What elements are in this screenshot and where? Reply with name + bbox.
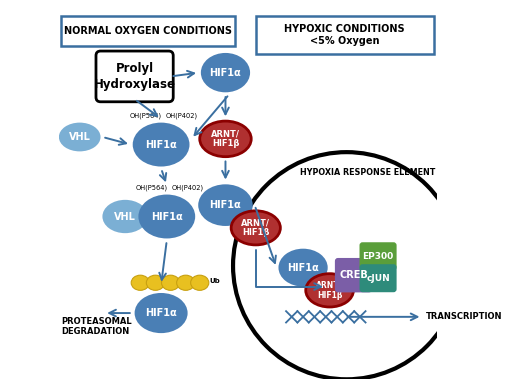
Text: HYPOXIA RESPONSE ELEMENT: HYPOXIA RESPONSE ELEMENT: [300, 168, 435, 177]
Text: HIF1α: HIF1α: [209, 200, 241, 210]
Text: EP300: EP300: [362, 252, 394, 261]
Text: NORMAL OXYGEN CONDITIONS: NORMAL OXYGEN CONDITIONS: [64, 26, 232, 36]
Text: OH(P564): OH(P564): [130, 112, 162, 119]
Text: HIF1α: HIF1α: [151, 212, 183, 222]
Ellipse shape: [190, 275, 209, 290]
Text: VHL: VHL: [114, 212, 136, 222]
Text: OH(P564): OH(P564): [136, 184, 168, 191]
FancyBboxPatch shape: [359, 264, 397, 292]
Ellipse shape: [306, 274, 353, 307]
Ellipse shape: [59, 123, 100, 151]
Ellipse shape: [177, 275, 195, 290]
FancyBboxPatch shape: [335, 258, 372, 293]
FancyBboxPatch shape: [96, 51, 173, 102]
Text: Ub: Ub: [209, 278, 220, 284]
Ellipse shape: [131, 275, 150, 290]
Ellipse shape: [138, 195, 195, 239]
Text: ARNT/
HIF1β: ARNT/ HIF1β: [211, 130, 240, 148]
Ellipse shape: [201, 53, 250, 92]
Text: CREB: CREB: [339, 270, 368, 280]
Text: OH(P402): OH(P402): [172, 184, 204, 191]
Text: HIF1α: HIF1α: [287, 263, 319, 272]
Text: HIF1α: HIF1α: [145, 139, 177, 150]
Ellipse shape: [146, 275, 164, 290]
Ellipse shape: [161, 275, 180, 290]
Ellipse shape: [231, 211, 281, 245]
Ellipse shape: [102, 200, 148, 233]
Ellipse shape: [135, 293, 187, 333]
Ellipse shape: [133, 123, 189, 166]
Text: TRANSCRIPTION: TRANSCRIPTION: [426, 312, 503, 321]
Text: VHL: VHL: [69, 132, 91, 142]
Text: ARNT/
HIF1β: ARNT/ HIF1β: [241, 218, 270, 237]
FancyBboxPatch shape: [61, 16, 235, 46]
Text: cJUN: cJUN: [366, 274, 390, 283]
FancyBboxPatch shape: [256, 16, 434, 54]
Ellipse shape: [198, 184, 253, 226]
Text: PROTEASOMAL
DEGRADATION: PROTEASOMAL DEGRADATION: [61, 317, 132, 336]
FancyBboxPatch shape: [359, 242, 397, 270]
Text: OH(P402): OH(P402): [166, 112, 198, 119]
Ellipse shape: [279, 249, 328, 287]
Text: HIF1α: HIF1α: [145, 308, 177, 318]
Text: Prolyl
Hydroxylase: Prolyl Hydroxylase: [94, 62, 176, 91]
Text: HIF1α: HIF1α: [209, 68, 241, 78]
Text: ARNT/
HIF1β: ARNT/ HIF1β: [316, 281, 343, 300]
Text: HYPOXIC CONDITIONS
<5% Oxygen: HYPOXIC CONDITIONS <5% Oxygen: [285, 24, 405, 46]
Ellipse shape: [200, 121, 251, 157]
